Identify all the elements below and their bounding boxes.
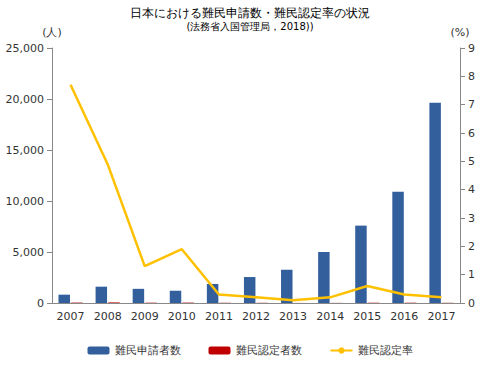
svg-text:6: 6 <box>468 127 475 140</box>
svg-text:2007: 2007 <box>57 310 85 323</box>
svg-text:2016: 2016 <box>390 310 418 323</box>
svg-text:15,000: 15,000 <box>6 144 45 157</box>
svg-text:0: 0 <box>468 297 475 310</box>
svg-text:2: 2 <box>468 240 475 253</box>
svg-text:1: 1 <box>468 268 475 281</box>
svg-text:日本における難民申請数・難民認定率の状況: 日本における難民申請数・難民認定率の状況 <box>130 6 370 20</box>
svg-text:7: 7 <box>468 98 475 111</box>
svg-text:2008: 2008 <box>94 310 122 323</box>
svg-text:5,000: 5,000 <box>13 246 45 259</box>
svg-text:3: 3 <box>468 212 475 225</box>
svg-text:4: 4 <box>468 183 475 196</box>
svg-text:(法務省入国管理局，2018)): (法務省入国管理局，2018)) <box>186 21 313 32</box>
svg-text:8: 8 <box>468 70 475 83</box>
svg-text:0: 0 <box>37 297 44 310</box>
svg-text:2012: 2012 <box>242 310 270 323</box>
svg-text:2013: 2013 <box>279 310 307 323</box>
svg-text:2017: 2017 <box>427 310 455 323</box>
svg-text:2009: 2009 <box>131 310 159 323</box>
svg-text:(人): (人) <box>42 26 62 39</box>
svg-text:2015: 2015 <box>353 310 381 323</box>
svg-text:9: 9 <box>468 42 475 55</box>
svg-text:2010: 2010 <box>168 310 196 323</box>
svg-text:5: 5 <box>468 155 475 168</box>
svg-text:(%): (%) <box>450 26 469 39</box>
svg-text:2011: 2011 <box>205 310 233 323</box>
svg-text:難民申請者数: 難民申請者数 <box>115 344 181 357</box>
svg-text:10,000: 10,000 <box>6 195 45 208</box>
svg-text:25,000: 25,000 <box>6 42 45 55</box>
svg-text:難民認定者数: 難民認定者数 <box>236 344 302 357</box>
svg-text:2014: 2014 <box>316 310 344 323</box>
svg-text:難民認定率: 難民認定率 <box>358 344 413 357</box>
svg-text:20,000: 20,000 <box>6 93 45 106</box>
